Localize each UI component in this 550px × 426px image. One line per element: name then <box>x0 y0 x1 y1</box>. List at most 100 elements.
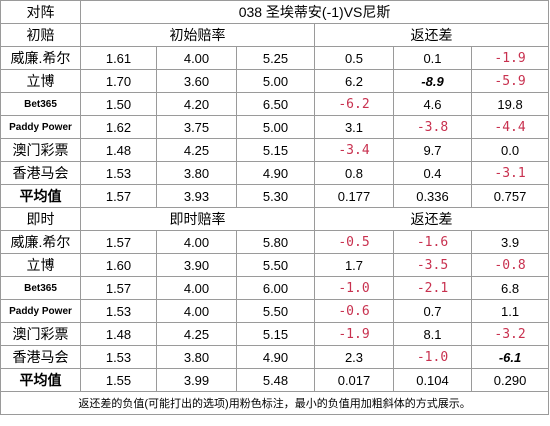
average-odds: 5.48 <box>236 368 315 392</box>
company-name: 威廉.希尔 <box>0 230 81 254</box>
negative-return-diff: -8.9 <box>393 69 472 93</box>
table-row: 香港马会 1.53 3.80 4.90 2.3 -1.0 -6.1 <box>0 345 550 369</box>
table-row: 威廉.希尔 1.61 4.00 5.25 0.5 0.1 -1.9 <box>0 46 550 70</box>
average-return-diff: 0.290 <box>470 368 550 392</box>
company-name: Paddy Power <box>0 299 81 323</box>
average-return-diff: 0.336 <box>393 184 472 208</box>
company-name: Bet365 <box>0 276 81 300</box>
average-odds: 3.93 <box>156 184 237 208</box>
odds-value: 4.00 <box>156 230 237 254</box>
odds-value: 1.53 <box>80 161 157 185</box>
negative-return-diff: -0.5 <box>314 230 394 254</box>
negative-return-diff: -1.0 <box>393 345 472 369</box>
negative-return-diff: -3.1 <box>470 161 550 185</box>
odds-value: 5.50 <box>236 299 315 323</box>
negative-return-diff: -2.1 <box>393 276 472 300</box>
odds-value: 1.60 <box>80 253 157 277</box>
title-row: 对阵 038 圣埃蒂安(-1)VS尼斯 <box>0 0 550 24</box>
negative-return-diff: -1.0 <box>314 276 394 300</box>
return-diff-value: 0.0 <box>470 138 550 162</box>
return-diff-value: 0.7 <box>393 299 472 323</box>
average-odds: 5.30 <box>236 184 315 208</box>
odds-value: 1.70 <box>80 69 157 93</box>
return-diff-value: 8.1 <box>393 322 472 346</box>
table-row: Paddy Power 1.53 4.00 5.50 -0.6 0.7 1.1 <box>0 299 550 323</box>
company-name: 香港马会 <box>0 345 81 369</box>
negative-return-diff: -6.1 <box>470 345 550 369</box>
negative-return-diff: -0.6 <box>314 299 394 323</box>
company-name: 立博 <box>0 253 81 277</box>
average-label: 平均值 <box>0 184 81 208</box>
odds-value: 6.50 <box>236 92 315 116</box>
odds-value: 5.80 <box>236 230 315 254</box>
odds-value: 4.25 <box>156 138 237 162</box>
company-name: 香港马会 <box>0 161 81 185</box>
company-name: Paddy Power <box>0 115 81 139</box>
table-row: 香港马会 1.53 3.80 4.90 0.8 0.4 -3.1 <box>0 161 550 185</box>
return-diff-value: 0.4 <box>393 161 472 185</box>
return-diff-value: 2.3 <box>314 345 394 369</box>
average-return-diff: 0.177 <box>314 184 394 208</box>
return-diff-header: 返还差 <box>313 207 550 231</box>
odds-value: 4.90 <box>236 345 315 369</box>
return-diff-header: 返还差 <box>313 23 550 47</box>
odds-value: 4.90 <box>236 161 315 185</box>
average-return-diff: 0.017 <box>314 368 394 392</box>
odds-value: 1.48 <box>80 322 157 346</box>
odds-value: 1.61 <box>80 46 157 70</box>
negative-return-diff: -3.2 <box>470 322 550 346</box>
negative-return-diff: -6.2 <box>314 92 394 116</box>
negative-return-diff: -4.4 <box>470 115 550 139</box>
negative-return-diff: -3.8 <box>393 115 472 139</box>
return-diff-value: 4.6 <box>393 92 472 116</box>
odds-value: 5.15 <box>236 322 315 346</box>
section-label: 初赔 <box>0 23 81 47</box>
table-row: 立博 1.70 3.60 5.00 6.2 -8.9 -5.9 <box>0 69 550 93</box>
odds-value: 5.00 <box>236 115 315 139</box>
return-diff-value: 9.7 <box>393 138 472 162</box>
odds-value: 6.00 <box>236 276 315 300</box>
table-row: Bet365 1.50 4.20 6.50 -6.2 4.6 19.8 <box>0 92 550 116</box>
return-diff-value: 1.1 <box>470 299 550 323</box>
company-name: 澳门彩票 <box>0 322 81 346</box>
odds-value: 3.75 <box>156 115 237 139</box>
table-row: 澳门彩票 1.48 4.25 5.15 -1.9 8.1 -3.2 <box>0 322 550 346</box>
odds-value: 5.00 <box>236 69 315 93</box>
company-name: 威廉.希尔 <box>0 46 81 70</box>
odds-value: 1.50 <box>80 92 157 116</box>
odds-value: 1.57 <box>80 276 157 300</box>
odds-value: 1.53 <box>80 345 157 369</box>
return-diff-value: 6.2 <box>314 69 394 93</box>
negative-return-diff: -1.6 <box>393 230 472 254</box>
odds-value: 5.25 <box>236 46 315 70</box>
negative-return-diff: -3.4 <box>314 138 394 162</box>
odds-header: 即时赔率 <box>80 207 315 231</box>
odds-value: 5.50 <box>236 253 315 277</box>
table-row: 澳门彩票 1.48 4.25 5.15 -3.4 9.7 0.0 <box>0 138 550 162</box>
odds-value: 4.00 <box>156 276 237 300</box>
negative-return-diff: -1.9 <box>314 322 394 346</box>
return-diff-value: 6.8 <box>470 276 550 300</box>
average-row: 平均值 1.57 3.93 5.30 0.177 0.336 0.757 <box>0 184 550 208</box>
return-diff-value: 3.9 <box>470 230 550 254</box>
negative-return-diff: -3.5 <box>393 253 472 277</box>
section-header-row: 初赔 初始赔率 返还差 <box>0 23 550 47</box>
odds-value: 1.62 <box>80 115 157 139</box>
footnote-row: 返还差的负值(可能打出的选项)用粉色标注，最小的负值用加粗斜体的方式展示。 <box>0 391 550 415</box>
return-diff-value: 0.8 <box>314 161 394 185</box>
average-odds: 1.55 <box>80 368 157 392</box>
odds-value: 4.20 <box>156 92 237 116</box>
odds-value: 1.57 <box>80 230 157 254</box>
odds-value: 3.80 <box>156 161 237 185</box>
table-row: 威廉.希尔 1.57 4.00 5.80 -0.5 -1.6 3.9 <box>0 230 550 254</box>
return-diff-value: 0.5 <box>314 46 394 70</box>
match-title: 038 圣埃蒂安(-1)VS尼斯 <box>79 0 550 24</box>
odds-table: 对阵 038 圣埃蒂安(-1)VS尼斯 初赔 初始赔率 返还差 威廉.希尔 1.61 4.… <box>0 0 550 415</box>
odds-value: 4.25 <box>156 322 237 346</box>
odds-value: 4.00 <box>156 299 237 323</box>
section-label: 即时 <box>0 207 81 231</box>
average-label: 平均值 <box>0 368 81 392</box>
footnote: 返还差的负值(可能打出的选项)用粉色标注，最小的负值用加粗斜体的方式展示。 <box>0 391 550 415</box>
average-odds: 1.57 <box>80 184 157 208</box>
